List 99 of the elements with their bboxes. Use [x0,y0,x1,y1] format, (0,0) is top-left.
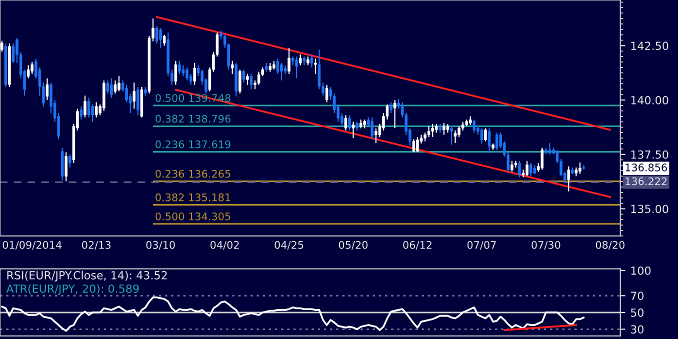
y-tick-label: 70 [631,292,644,300]
candlestick [182,64,185,77]
candlestick [390,102,392,114]
line-series [0,296,585,332]
candlestick [84,95,86,118]
candlestick [94,102,98,118]
candlestick [242,69,246,84]
candlestick [68,154,72,168]
candlestick [250,73,253,90]
text: 136.856 [626,164,667,172]
x-tick-label: 07/07 [467,240,496,250]
candlestick [310,54,314,68]
candlestick [125,84,128,103]
ref-line-label: 0.236 137.619 [156,140,230,148]
candlestick [87,97,90,118]
annotation: ATR(EUR/JPY, 20): 0.589 [6,284,139,295]
candlestick [91,104,94,122]
y-tick-label: 30 [630,325,644,334]
candlestick [0,40,4,52]
candlestick [348,114,351,132]
candlestick [230,60,234,74]
candlestick [46,78,49,101]
annotation: RSI(EUR/JPY.Close, 14): 43.52 [7,270,167,282]
y-tick-label: 135.00 [631,204,668,214]
candlestick [488,128,491,154]
candlestick [132,82,136,110]
candlestick [238,69,242,94]
candlestick [412,138,416,153]
candlestick [442,122,446,136]
x-tick-label: 08/20 [596,240,624,250]
y-tick-label: 140.00 [631,96,668,104]
candlestick [495,132,498,151]
candlestick [454,130,457,144]
candlestick [186,66,188,82]
candlestick [510,160,514,172]
candlestick [178,60,181,74]
candlestick [540,147,544,170]
ref-line-label: 136.222 [626,177,667,186]
x-tick-label: 04/25 [274,240,304,250]
candlestick [114,80,117,94]
x-tick-label: 03/10 [146,240,175,250]
candlestick [393,99,396,129]
x-tick-label: 07/30 [532,240,560,250]
candlestick [472,119,476,134]
x-tick-label: 04/02 [210,240,239,250]
x-tick-label: 01/09/2014 [2,240,62,250]
candlestick [64,152,68,182]
candlestick [416,136,419,153]
x-tick-label: 05/20 [338,240,368,250]
y-tick-label: 137.50 [631,150,668,159]
candlestick [80,106,83,120]
candlestick [567,166,570,192]
candlestick [352,121,355,139]
candlestick [280,62,283,82]
x-tick-label: 06/12 [403,240,432,250]
candlestick [427,126,430,138]
candlestick [257,71,260,86]
candlestick [325,84,328,103]
x-tick-label: 02/13 [82,240,111,250]
ref-line-label: 0.382 138.796 [156,114,230,123]
candlestick [174,60,178,86]
y-tick-label: 142.50 [631,42,668,50]
candlestick [370,116,374,140]
candlestick [314,58,317,74]
ref-line-label: 0.382 135.181 [156,193,230,202]
candlestick [374,128,378,144]
candlestick [450,126,453,146]
candlestick [118,76,120,92]
candlestick [431,123,434,138]
candlestick [298,54,302,66]
candlestick [12,42,15,64]
ref-line-label: 0.236 136.265 [156,170,230,178]
candlestick [518,160,521,178]
candlestick [480,128,484,144]
candlestick [193,62,196,86]
candlestick [30,61,34,74]
candlestick [514,160,518,168]
candlestick [295,56,298,79]
candlestick [578,162,582,175]
candlestick [189,73,192,86]
candlestick [159,28,162,48]
candlestick [526,160,528,177]
candlestick [26,64,30,79]
candlestick [529,162,532,177]
ref-line-label: 0.500 134.305 [156,212,230,220]
candlestick [155,26,158,44]
candlestick [484,128,487,142]
candlestick [110,78,113,98]
candlestick [276,58,280,74]
candlestick [318,49,321,90]
candlestick [136,86,140,116]
candlestick [246,73,249,86]
y-tick-label: 100 [631,266,651,275]
candlestick [344,114,348,132]
y-tick-label: 50 [630,308,644,317]
candlestick [162,34,166,46]
candlestick [106,80,110,94]
candlestick [548,142,552,155]
candlestick [288,47,290,74]
